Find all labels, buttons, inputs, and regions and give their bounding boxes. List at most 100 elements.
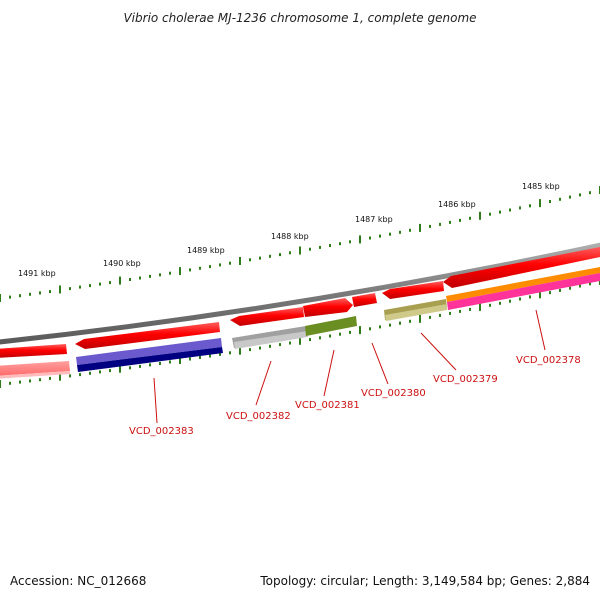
inner-scale-tick	[39, 378, 41, 382]
inner-scale-tick	[279, 343, 281, 347]
forward-gene[interactable]	[443, 246, 600, 288]
outer-scale-tick	[9, 295, 11, 299]
inner-scale-tick	[439, 313, 441, 317]
gene-vcd-002379-highlight	[385, 304, 447, 321]
outer-scale-tick	[119, 276, 121, 285]
inner-scale-tick	[269, 344, 271, 348]
outer-scale-tick	[59, 285, 61, 294]
outer-scale-tick	[449, 220, 451, 224]
inner-scale-tick	[509, 299, 511, 303]
inner-scale-tick	[29, 379, 31, 383]
inner-scale-tick	[319, 336, 321, 340]
inner-scale-tick	[499, 301, 501, 305]
outer-scale-tick	[129, 278, 131, 281]
outer-scale-tick	[479, 211, 481, 220]
outer-scale-tick	[139, 276, 141, 280]
inner-scale-ticks	[0, 277, 600, 388]
gene-label-vcd-002382[interactable]: VCD_002382	[226, 411, 291, 422]
forward-gene[interactable]	[230, 307, 304, 326]
inner-scale-tick	[249, 348, 251, 352]
outer-scale-tick	[439, 222, 441, 226]
inner-scale-tick	[109, 369, 111, 373]
outer-scale-tick	[549, 200, 551, 203]
genome-summary-text: Topology: circular; Length: 3,149,584 bp…	[260, 574, 590, 588]
inner-scale-tick	[189, 357, 191, 361]
scale-label-1491: 1491 kbp	[18, 269, 56, 278]
inner-scale-tick	[549, 291, 551, 295]
forward-gene[interactable]	[0, 344, 67, 358]
forward-gene[interactable]	[382, 281, 444, 299]
outer-scale-tick	[519, 206, 521, 210]
gene-vcd-002378-inner	[447, 272, 600, 310]
inner-scale-tick	[369, 327, 371, 331]
gene-vcd-002383[interactable]	[76, 338, 222, 365]
inner-scale-tick	[299, 336, 301, 345]
outer-scale-tick	[179, 267, 181, 276]
outer-scale-tick	[79, 285, 81, 289]
forward-gene[interactable]	[352, 293, 377, 307]
outer-scale-tick	[229, 261, 231, 265]
inner-scale-tick	[239, 346, 241, 355]
outer-scale-tick	[579, 193, 581, 197]
gene-vcd-002381[interactable]	[305, 316, 357, 336]
gene-vcd-002378[interactable]	[446, 266, 600, 302]
inner-scale-tick	[399, 321, 401, 325]
inner-scale-tick	[289, 341, 291, 345]
inner-scale-tick	[329, 334, 331, 338]
outer-scale-tick	[29, 292, 31, 296]
outer-scale-tick	[99, 282, 101, 286]
gene-label-vcd-002381[interactable]: VCD_002381	[295, 400, 360, 411]
outer-scale-tick	[249, 258, 251, 262]
inner-scale-tick	[229, 351, 231, 355]
reverse-gene-inner	[0, 371, 70, 379]
inner-scale-tick	[459, 309, 461, 313]
gene-label-vcd-002380[interactable]: VCD_002380	[361, 388, 426, 399]
outer-scale-tick	[329, 244, 331, 247]
outer-scale-tick	[159, 273, 161, 277]
inner-scale-tick	[139, 364, 141, 368]
outer-scale-tick	[419, 223, 421, 232]
scale-label-1489: 1489 kbp	[187, 246, 225, 255]
inner-scale-tick	[69, 374, 71, 378]
outer-scale-tick	[49, 290, 51, 293]
outer-scale-tick	[309, 247, 311, 251]
reverse-gene[interactable]	[0, 361, 70, 376]
outer-scale-tick	[569, 195, 571, 199]
forward-gene[interactable]	[75, 322, 220, 349]
outer-scale-tick	[39, 291, 41, 295]
inner-scale-tick	[209, 354, 211, 358]
gene-label-vcd-002383[interactable]: VCD_002383	[129, 426, 194, 437]
outer-scale-tick	[199, 266, 201, 270]
outer-scale-tick	[219, 263, 221, 267]
inner-scale-tick	[159, 362, 161, 365]
outer-scale-tick	[559, 197, 561, 201]
inner-scale-tick	[589, 282, 591, 286]
outer-scale-tick	[0, 294, 1, 302]
inner-scale-tick	[0, 380, 1, 388]
outer-scale-tick	[149, 274, 151, 278]
outer-scale-tick	[189, 268, 191, 272]
gene-label-vcd-002379[interactable]: VCD_002379	[433, 374, 498, 385]
inner-scale-tick	[309, 338, 311, 341]
scale-label-1486: 1486 kbp	[438, 200, 476, 209]
inner-scale-tick	[579, 284, 581, 288]
gene-vcd-002382-highlight	[234, 331, 308, 349]
outer-scale-tick	[209, 265, 211, 269]
outer-scale-tick	[259, 256, 261, 260]
outer-scale-tick	[89, 284, 91, 288]
outer-scale-tick	[359, 235, 361, 244]
forward-gene[interactable]	[303, 298, 353, 317]
inner-scale-tick	[489, 303, 491, 307]
outer-scale-tick	[279, 253, 281, 257]
gene-label-leaders	[153, 309, 546, 424]
outer-scale-tick	[319, 245, 321, 249]
inner-scale-tick	[129, 366, 131, 370]
inner-scale-tick	[559, 288, 561, 292]
outer-scale-tick	[299, 246, 301, 255]
scale-label-1485: 1485 kbp	[522, 182, 560, 191]
outer-scale-tick	[529, 204, 531, 208]
outer-scale-tick	[379, 234, 381, 238]
gene-label-vcd-002378[interactable]: VCD_002378	[516, 355, 581, 366]
inner-scale-tick	[59, 372, 61, 381]
